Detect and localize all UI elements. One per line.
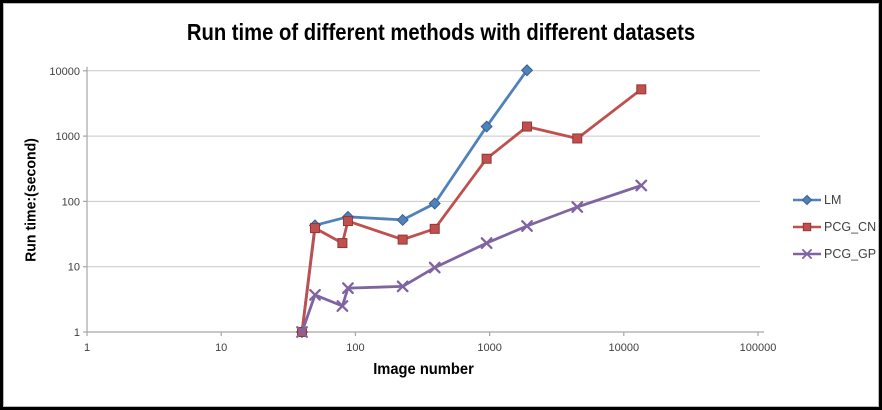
x-tick-label: 100000 [740, 342, 777, 354]
x-legend-icon [793, 248, 821, 259]
legend-item-LM: LM [792, 192, 876, 207]
x-tick-label: 1 [84, 342, 90, 354]
axes: 1 10 100 1000 10000 1 10 100 1000 10000 100000 [49, 66, 776, 354]
square-legend-icon [793, 222, 821, 231]
x-axis-label: Image number [373, 361, 474, 378]
x-marker [428, 261, 441, 274]
square-marker [337, 238, 348, 249]
x-marker [336, 300, 349, 312]
series-PCG_CN [296, 84, 647, 337]
x-marker [296, 326, 308, 338]
square-marker [429, 223, 440, 234]
square-marker [636, 84, 647, 95]
series-line [300, 87, 643, 334]
x-tick-label: 10000 [609, 342, 640, 354]
diamond-marker [520, 64, 534, 77]
y-axis-label: Run time:(second) [22, 138, 40, 262]
x-marker [571, 201, 584, 213]
square-marker [572, 133, 583, 144]
square-marker [397, 234, 408, 245]
square-marker [481, 153, 492, 164]
x-marker [802, 248, 812, 259]
series-line [300, 184, 643, 334]
legend-label: LM [824, 192, 842, 207]
legend-item-PCG_CN: PCG_CN [792, 219, 876, 234]
y-tick-label: 10000 [49, 66, 80, 78]
diamond-legend-icon [793, 194, 821, 205]
x-tick-label: 10 [215, 342, 227, 354]
diamond-marker [480, 120, 493, 133]
y-tick-label: 10 [68, 262, 80, 274]
legend: LM PCG_CN PCG_GP [792, 192, 876, 261]
square-marker [310, 223, 321, 234]
x-marker [342, 282, 354, 295]
x-tick-label: 1000 [477, 342, 501, 354]
square-marker [802, 222, 812, 231]
legend-label: PCG_GP [824, 246, 877, 261]
series-PCG_GP [296, 179, 648, 338]
square-marker [522, 121, 533, 132]
diamond-marker [801, 194, 813, 205]
x-marker [309, 288, 321, 301]
x-tick-label: 100 [346, 342, 364, 354]
x-marker [480, 237, 493, 250]
y-tick-label: 100 [62, 196, 80, 208]
square-marker [342, 216, 353, 227]
y-tick-label: 1000 [56, 131, 80, 143]
legend-label: PCG_CN [824, 219, 877, 234]
x-marker [635, 179, 648, 192]
y-tick-label: 1 [74, 327, 80, 339]
diamond-marker [428, 197, 441, 210]
chart-title: Run time of different methods with diffe… [186, 19, 696, 45]
diamond-marker [396, 213, 409, 227]
x-marker [396, 280, 409, 293]
x-marker [521, 220, 533, 232]
legend-item-PCG_GP: PCG_GP [792, 246, 876, 261]
gridlines [87, 70, 760, 268]
